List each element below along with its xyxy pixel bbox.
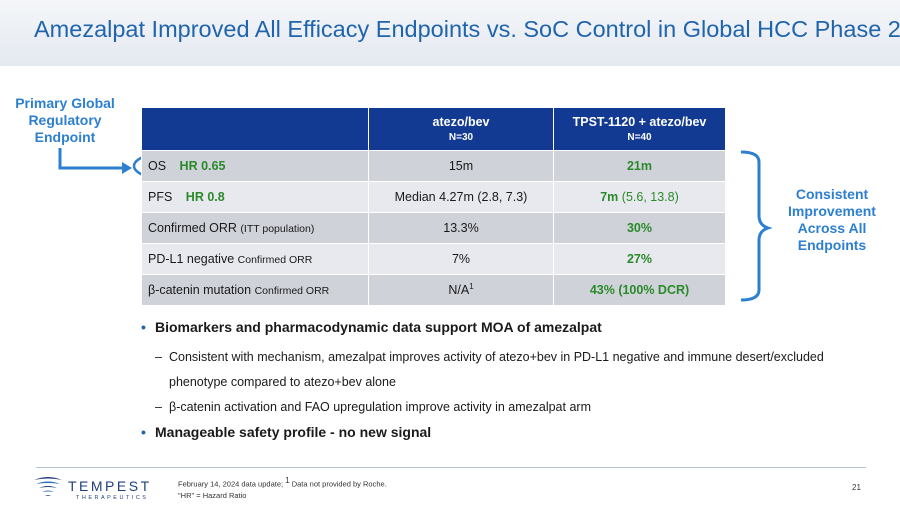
control-value: N/A [448,283,470,298]
footnote-hr-definition: "HR" = Hazard Ratio [178,491,247,500]
table-row-os: OS HR 0.65 15m 21m [141,150,726,182]
table-row-pdl1: PD-L1 negative Confirmed ORR 7% 27% [141,243,726,275]
table-row-orr: Confirmed ORR (ITT population) 13.3% 30% [141,212,726,244]
row-label-cell: PFS HR 0.8 [141,181,369,213]
row-label-cell: OS HR 0.65 [141,150,369,182]
control-arm-n: N=30 [448,132,474,143]
table-header-row: atezo/bev N=30 TPST-1120 + atezo/bev N=4… [141,107,726,151]
footnote-sup: 1 [285,476,290,485]
header-treatment-arm: TPST-1120 + atezo/bev N=40 [553,107,726,151]
row-label-cell: β-catenin mutation Confirmed ORR [141,274,369,306]
control-value-cell: N/A1 [368,274,554,306]
table-row-pfs: PFS HR 0.8 Median 4.27m (2.8, 7.3) 7m (5… [141,181,726,213]
endpoints-bracket [740,150,773,302]
dash-marker: – [155,350,162,364]
callout-arrow [58,148,124,170]
treatment-arm-n: N=40 [627,132,652,143]
page-number: 21 [852,483,861,492]
treatment-value-cell: 7m (5.6, 13.8) [553,181,726,213]
dash-marker: – [155,400,162,414]
bullet-item: Manageable safety profile - no new signa… [141,424,882,440]
row-label-cell: Confirmed ORR (ITT population) [141,212,369,244]
footnote-marker: 1 [469,282,474,292]
bullet-item: Biomarkers and pharmacodynamic data supp… [141,319,882,335]
sub-bullet-item: – Consistent with mechanism, amezalpat i… [142,345,882,395]
logo-wordmark: TEMPEST [68,478,152,494]
endpoint-qualifier: Confirmed ORR [237,254,313,266]
footnote-prefix: February 14, 2024 data update; [178,479,284,489]
endpoint-qualifier: (ITT population) [240,223,315,235]
endpoint-label: PFS [148,190,173,204]
sub-bullet-text: β-catenin activation and FAO upregulatio… [169,400,591,414]
treatment-arm-name: TPST-1120 + atezo/bev [572,115,707,129]
page-title: Amezalpat Improved All Efficacy Endpoint… [34,16,900,42]
treatment-value: 21m [553,150,726,182]
header-empty-cell [141,107,369,151]
bullet-list: Biomarkers and pharmacodynamic data supp… [141,319,882,450]
logo-subtext: THERAPEUTICS [76,495,149,501]
sub-bullet-item: – β-catenin activation and FAO upregulat… [142,395,882,420]
hazard-ratio: HR 0.65 [179,159,226,173]
treatment-value: 43% (100% DCR) [553,274,726,306]
treatment-value: 7m [600,190,619,204]
control-value: 7% [368,243,554,275]
treatment-value: 27% [553,243,726,275]
endpoint-qualifier: Confirmed ORR [254,285,330,297]
treatment-ci: (5.6, 13.8) [618,190,679,204]
primary-endpoint-callout: Primary Global Regulatory Endpoint [15,95,115,145]
treatment-value: 30% [553,212,726,244]
control-value: 15m [368,150,554,182]
endpoint-label: β-catenin mutation [148,283,252,297]
table-row-beta-catenin: β-catenin mutation Confirmed ORR N/A1 43… [141,274,726,306]
row-label-cell: PD-L1 negative Confirmed ORR [141,243,369,275]
footer-divider [36,467,866,468]
efficacy-table: atezo/bev N=30 TPST-1120 + atezo/bev N=4… [141,107,726,306]
sub-bullet-text: Consistent with mechanism, amezalpat imp… [169,350,824,389]
tempest-logo-icon [34,477,62,496]
endpoint-label: OS [148,159,167,173]
callout-arrow-head [122,162,132,174]
consistent-improvement-callout: Consistent Improvement Across All Endpoi… [788,186,876,253]
hazard-ratio: HR 0.8 [185,190,225,204]
footnote-suffix: Data not provided by Roche. [291,479,387,489]
control-value: Median 4.27m (2.8, 7.3) [368,181,554,213]
title-banner: Amezalpat Improved All Efficacy Endpoint… [0,0,900,66]
control-value: 13.3% [368,212,554,244]
header-control-arm: atezo/bev N=30 [368,107,554,151]
endpoint-label: Confirmed ORR [148,221,237,235]
control-arm-name: atezo/bev [432,115,490,129]
endpoint-label: PD-L1 negative [148,252,235,266]
footnote-data-source: February 14, 2024 data update; 1 Data no… [178,476,387,489]
